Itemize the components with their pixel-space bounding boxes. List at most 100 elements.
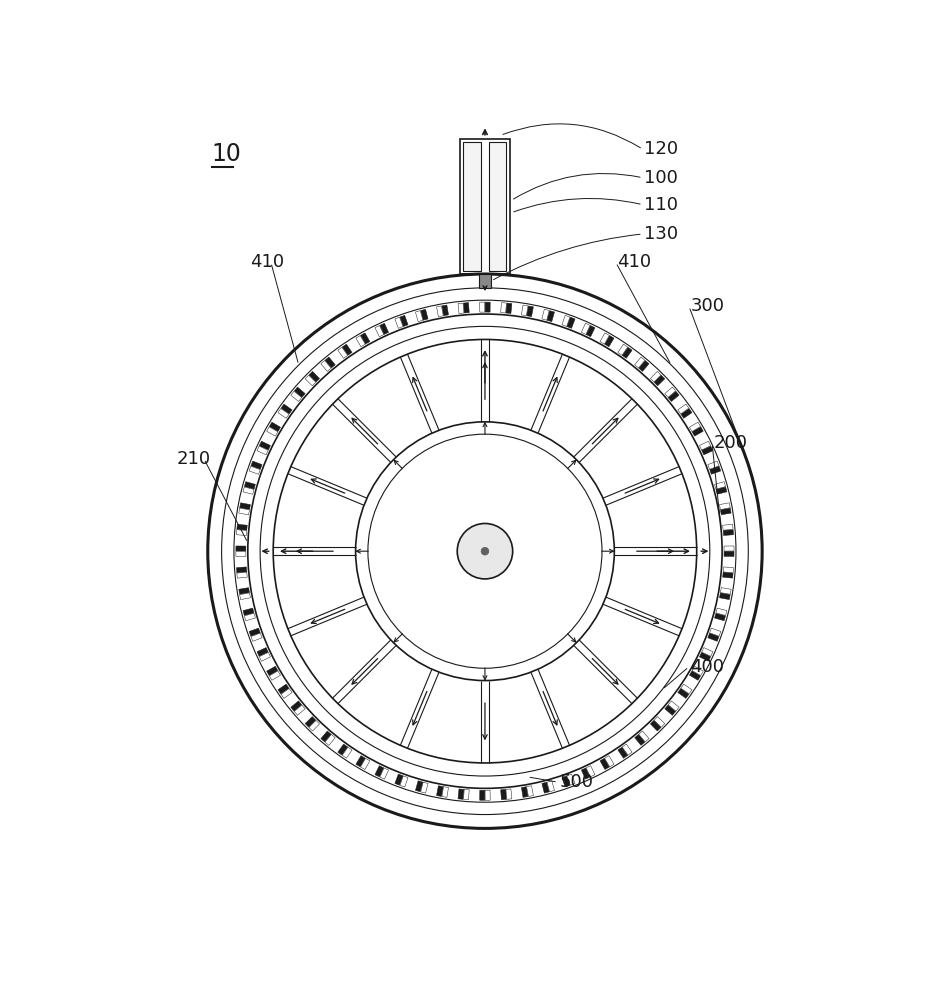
Polygon shape [485,790,491,800]
Text: 210: 210 [176,450,210,468]
Polygon shape [506,789,512,799]
Polygon shape [416,781,423,792]
Polygon shape [295,705,305,715]
Polygon shape [420,309,428,320]
Polygon shape [562,315,570,326]
Text: 410: 410 [617,253,652,271]
Polygon shape [586,766,595,777]
Polygon shape [724,567,734,573]
Polygon shape [278,409,289,418]
Polygon shape [501,303,507,313]
Polygon shape [669,391,679,401]
Polygon shape [380,768,388,779]
Polygon shape [291,391,302,401]
Polygon shape [240,593,250,600]
Polygon shape [269,671,280,680]
Polygon shape [522,305,528,316]
Polygon shape [678,688,688,698]
Polygon shape [249,466,260,474]
Polygon shape [356,336,366,347]
Polygon shape [604,756,614,767]
Polygon shape [278,684,289,694]
Polygon shape [305,717,315,727]
Polygon shape [325,734,335,745]
Polygon shape [237,572,247,578]
Polygon shape [259,652,271,661]
Circle shape [457,523,512,579]
Bar [463,142,481,271]
Polygon shape [269,422,280,432]
Polygon shape [244,482,256,489]
Polygon shape [669,701,679,711]
Polygon shape [638,731,649,742]
Text: 300: 300 [690,297,724,315]
Polygon shape [251,461,262,469]
Polygon shape [689,671,701,680]
Polygon shape [651,371,661,382]
Polygon shape [547,781,555,792]
Polygon shape [395,317,403,328]
Polygon shape [458,789,464,799]
Polygon shape [527,786,533,796]
Bar [460,139,509,274]
Polygon shape [458,303,464,313]
Polygon shape [562,776,570,787]
Polygon shape [338,744,348,755]
Polygon shape [654,375,665,386]
Polygon shape [501,789,507,800]
Polygon shape [295,387,305,397]
Polygon shape [437,306,443,317]
Polygon shape [305,375,315,386]
Polygon shape [600,758,609,769]
Polygon shape [716,608,727,615]
Polygon shape [527,306,533,317]
Polygon shape [375,326,384,337]
Polygon shape [237,567,247,573]
Bar [479,274,491,288]
Polygon shape [257,446,268,455]
Polygon shape [244,613,256,621]
Polygon shape [689,422,701,432]
Polygon shape [420,782,428,793]
Polygon shape [281,688,292,698]
Polygon shape [237,524,247,530]
Polygon shape [442,305,449,316]
Polygon shape [463,789,469,800]
Polygon shape [586,326,595,337]
Polygon shape [723,524,733,530]
Text: 100: 100 [644,169,678,187]
Polygon shape [375,766,384,777]
Polygon shape [239,508,249,515]
Polygon shape [243,487,254,494]
Polygon shape [236,546,246,551]
Polygon shape [267,666,277,676]
Polygon shape [720,503,730,510]
Polygon shape [463,303,469,313]
Polygon shape [257,648,268,656]
Polygon shape [724,551,734,556]
Polygon shape [542,782,549,793]
Polygon shape [400,315,408,326]
Polygon shape [338,347,348,358]
Polygon shape [361,758,370,769]
Text: 410: 410 [250,253,284,271]
Text: 200: 200 [714,434,747,452]
Polygon shape [681,409,692,418]
Polygon shape [395,774,403,785]
Text: 400: 400 [690,658,724,676]
Polygon shape [634,734,645,745]
Polygon shape [325,357,335,368]
Polygon shape [617,747,628,758]
Polygon shape [267,427,277,436]
Polygon shape [567,317,575,328]
Polygon shape [600,333,609,344]
Polygon shape [321,731,331,742]
Polygon shape [243,608,254,615]
Polygon shape [342,747,352,758]
Polygon shape [724,530,734,535]
Polygon shape [567,774,575,785]
Polygon shape [622,744,632,755]
Polygon shape [721,588,731,594]
Polygon shape [522,787,528,797]
Polygon shape [437,786,443,796]
